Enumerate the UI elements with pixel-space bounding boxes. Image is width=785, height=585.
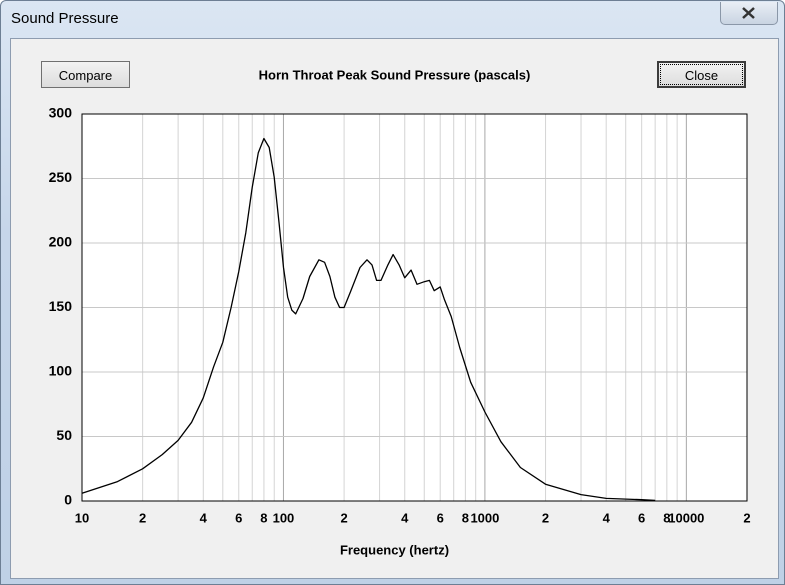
x-tick-label: 10: [75, 510, 89, 525]
x-tick-label: 2: [139, 510, 146, 525]
chart-title: Horn Throat Peak Sound Pressure (pascals…: [259, 67, 531, 82]
x-tick-label: 2: [743, 510, 750, 525]
x-tick-label: 2: [542, 510, 549, 525]
y-tick-label: 150: [49, 298, 73, 314]
x-tick-label: 4: [401, 510, 409, 525]
x-axis-label: Frequency (hertz): [340, 542, 449, 557]
x-tick-label: 6: [638, 510, 645, 525]
x-tick-label: 6: [437, 510, 444, 525]
x-tick-label: 2: [340, 510, 347, 525]
plot-border: [81, 113, 748, 502]
x-tick-label: 10000: [668, 510, 704, 525]
compare-button[interactable]: Compare: [41, 61, 130, 88]
y-tick-label: 50: [56, 427, 72, 443]
close-icon: [742, 7, 755, 19]
x-tick-label: 8: [663, 510, 670, 525]
y-tick-label: 100: [49, 363, 73, 379]
y-tick-label: 200: [49, 234, 73, 250]
x-tick-label: 1000: [470, 510, 499, 525]
x-tick-label: 8: [260, 510, 267, 525]
window-title: Sound Pressure: [11, 10, 119, 27]
client-area: Horn Throat Peak Sound Pressure (pascals…: [10, 38, 779, 579]
x-tick-label: 6: [235, 510, 242, 525]
x-tick-label: 8: [462, 510, 469, 525]
y-tick-label: 0: [64, 492, 72, 508]
y-tick-label: 300: [49, 105, 73, 121]
chart: Horn Throat Peak Sound Pressure (pascals…: [49, 67, 751, 557]
x-tick-label: 4: [200, 510, 208, 525]
x-tick-label: 100: [273, 510, 295, 525]
close-button[interactable]: Close: [657, 61, 746, 88]
data-line: [81, 137, 656, 502]
x-tick-label: 4: [603, 510, 611, 525]
y-tick-label: 250: [49, 169, 73, 185]
window-close-button[interactable]: [720, 2, 778, 25]
